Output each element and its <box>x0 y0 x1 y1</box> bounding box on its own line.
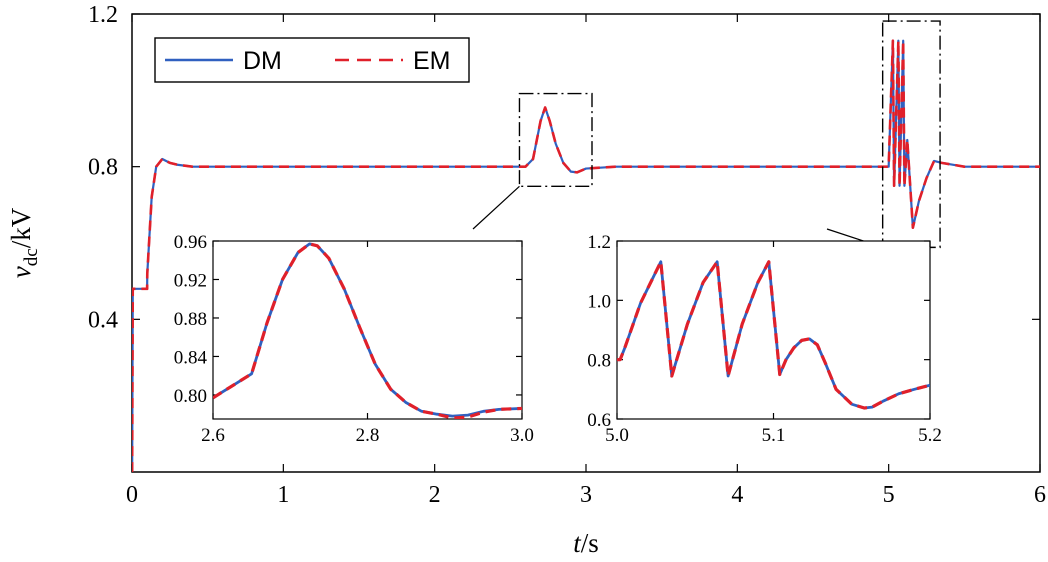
inset-2-xtick-label: 5.1 <box>762 425 786 446</box>
main-xtick-label: 5 <box>883 482 895 508</box>
x-axis-var: t <box>573 528 582 557</box>
main-xtick-label: 4 <box>731 482 743 508</box>
axis-labels: t/s vdc/kV <box>6 207 599 558</box>
inset-2-ytick-label: 1.0 <box>587 291 611 312</box>
inset-1-ytick-label: 0.84 <box>174 347 208 368</box>
main-xtick-label: 0 <box>126 482 138 508</box>
inset-2-ytick-label: 0.6 <box>587 410 611 431</box>
x-axis-title: t/s <box>573 528 599 557</box>
inset-1-xtick-label: 2.6 <box>201 425 225 446</box>
inset-2-ytick-label: 0.8 <box>587 351 611 372</box>
inset-1-ytick-label: 0.88 <box>174 309 207 330</box>
inset-2-series-em <box>617 260 930 410</box>
legend-label-dm: DM <box>243 47 282 75</box>
inset-1-ytick-label: 0.80 <box>174 386 207 407</box>
y-axis-unit: /kV <box>6 207 36 248</box>
inset-1-xtick-label: 3.0 <box>510 425 534 446</box>
inset-plot-2: 5.0 5.1 5.2 0.6 0.8 1.0 1.2 <box>587 232 942 446</box>
inset-2-xtick-label: 5.0 <box>605 425 629 446</box>
x-axis-unit: /s <box>581 528 599 557</box>
zoom-connector-1 <box>472 185 520 230</box>
main-ytick-label: 0.8 <box>88 155 118 181</box>
main-ytick-label: 0.4 <box>88 307 118 333</box>
legend: DM EM <box>154 37 470 83</box>
inset-1-xtick-label: 2.8 <box>356 425 380 446</box>
inset-1-series-em <box>213 242 522 419</box>
inset-2-frame <box>616 240 931 420</box>
inset-1-frame <box>212 240 523 420</box>
y-axis-subscript: dc <box>21 248 42 266</box>
inset-2-xtick-label: 5.2 <box>918 425 942 446</box>
main-plot: 0 1 2 3 4 5 6 0.4 0.8 1.2 <box>88 2 1046 508</box>
inset-plot-1: 2.6 2.8 3.0 0.80 0.84 0.88 0.92 0.96 <box>174 232 534 446</box>
y-axis-title: vdc/kV <box>6 207 42 278</box>
main-series-em <box>132 39 1040 472</box>
zoom-box-1 <box>518 92 593 187</box>
inset-2-ytick-label: 1.2 <box>587 232 611 253</box>
inset-1-ytick-label: 0.96 <box>174 232 207 253</box>
main-xtick-label: 1 <box>277 482 289 508</box>
y-axis-var: v <box>6 266 36 278</box>
main-ytick-label: 1.2 <box>88 2 118 28</box>
main-xtick-label: 2 <box>429 482 441 508</box>
legend-label-em: EM <box>413 47 451 75</box>
main-xtick-label: 6 <box>1034 482 1046 508</box>
inset-1-ytick-label: 0.92 <box>174 270 207 291</box>
main-xtick-label: 3 <box>580 482 592 508</box>
